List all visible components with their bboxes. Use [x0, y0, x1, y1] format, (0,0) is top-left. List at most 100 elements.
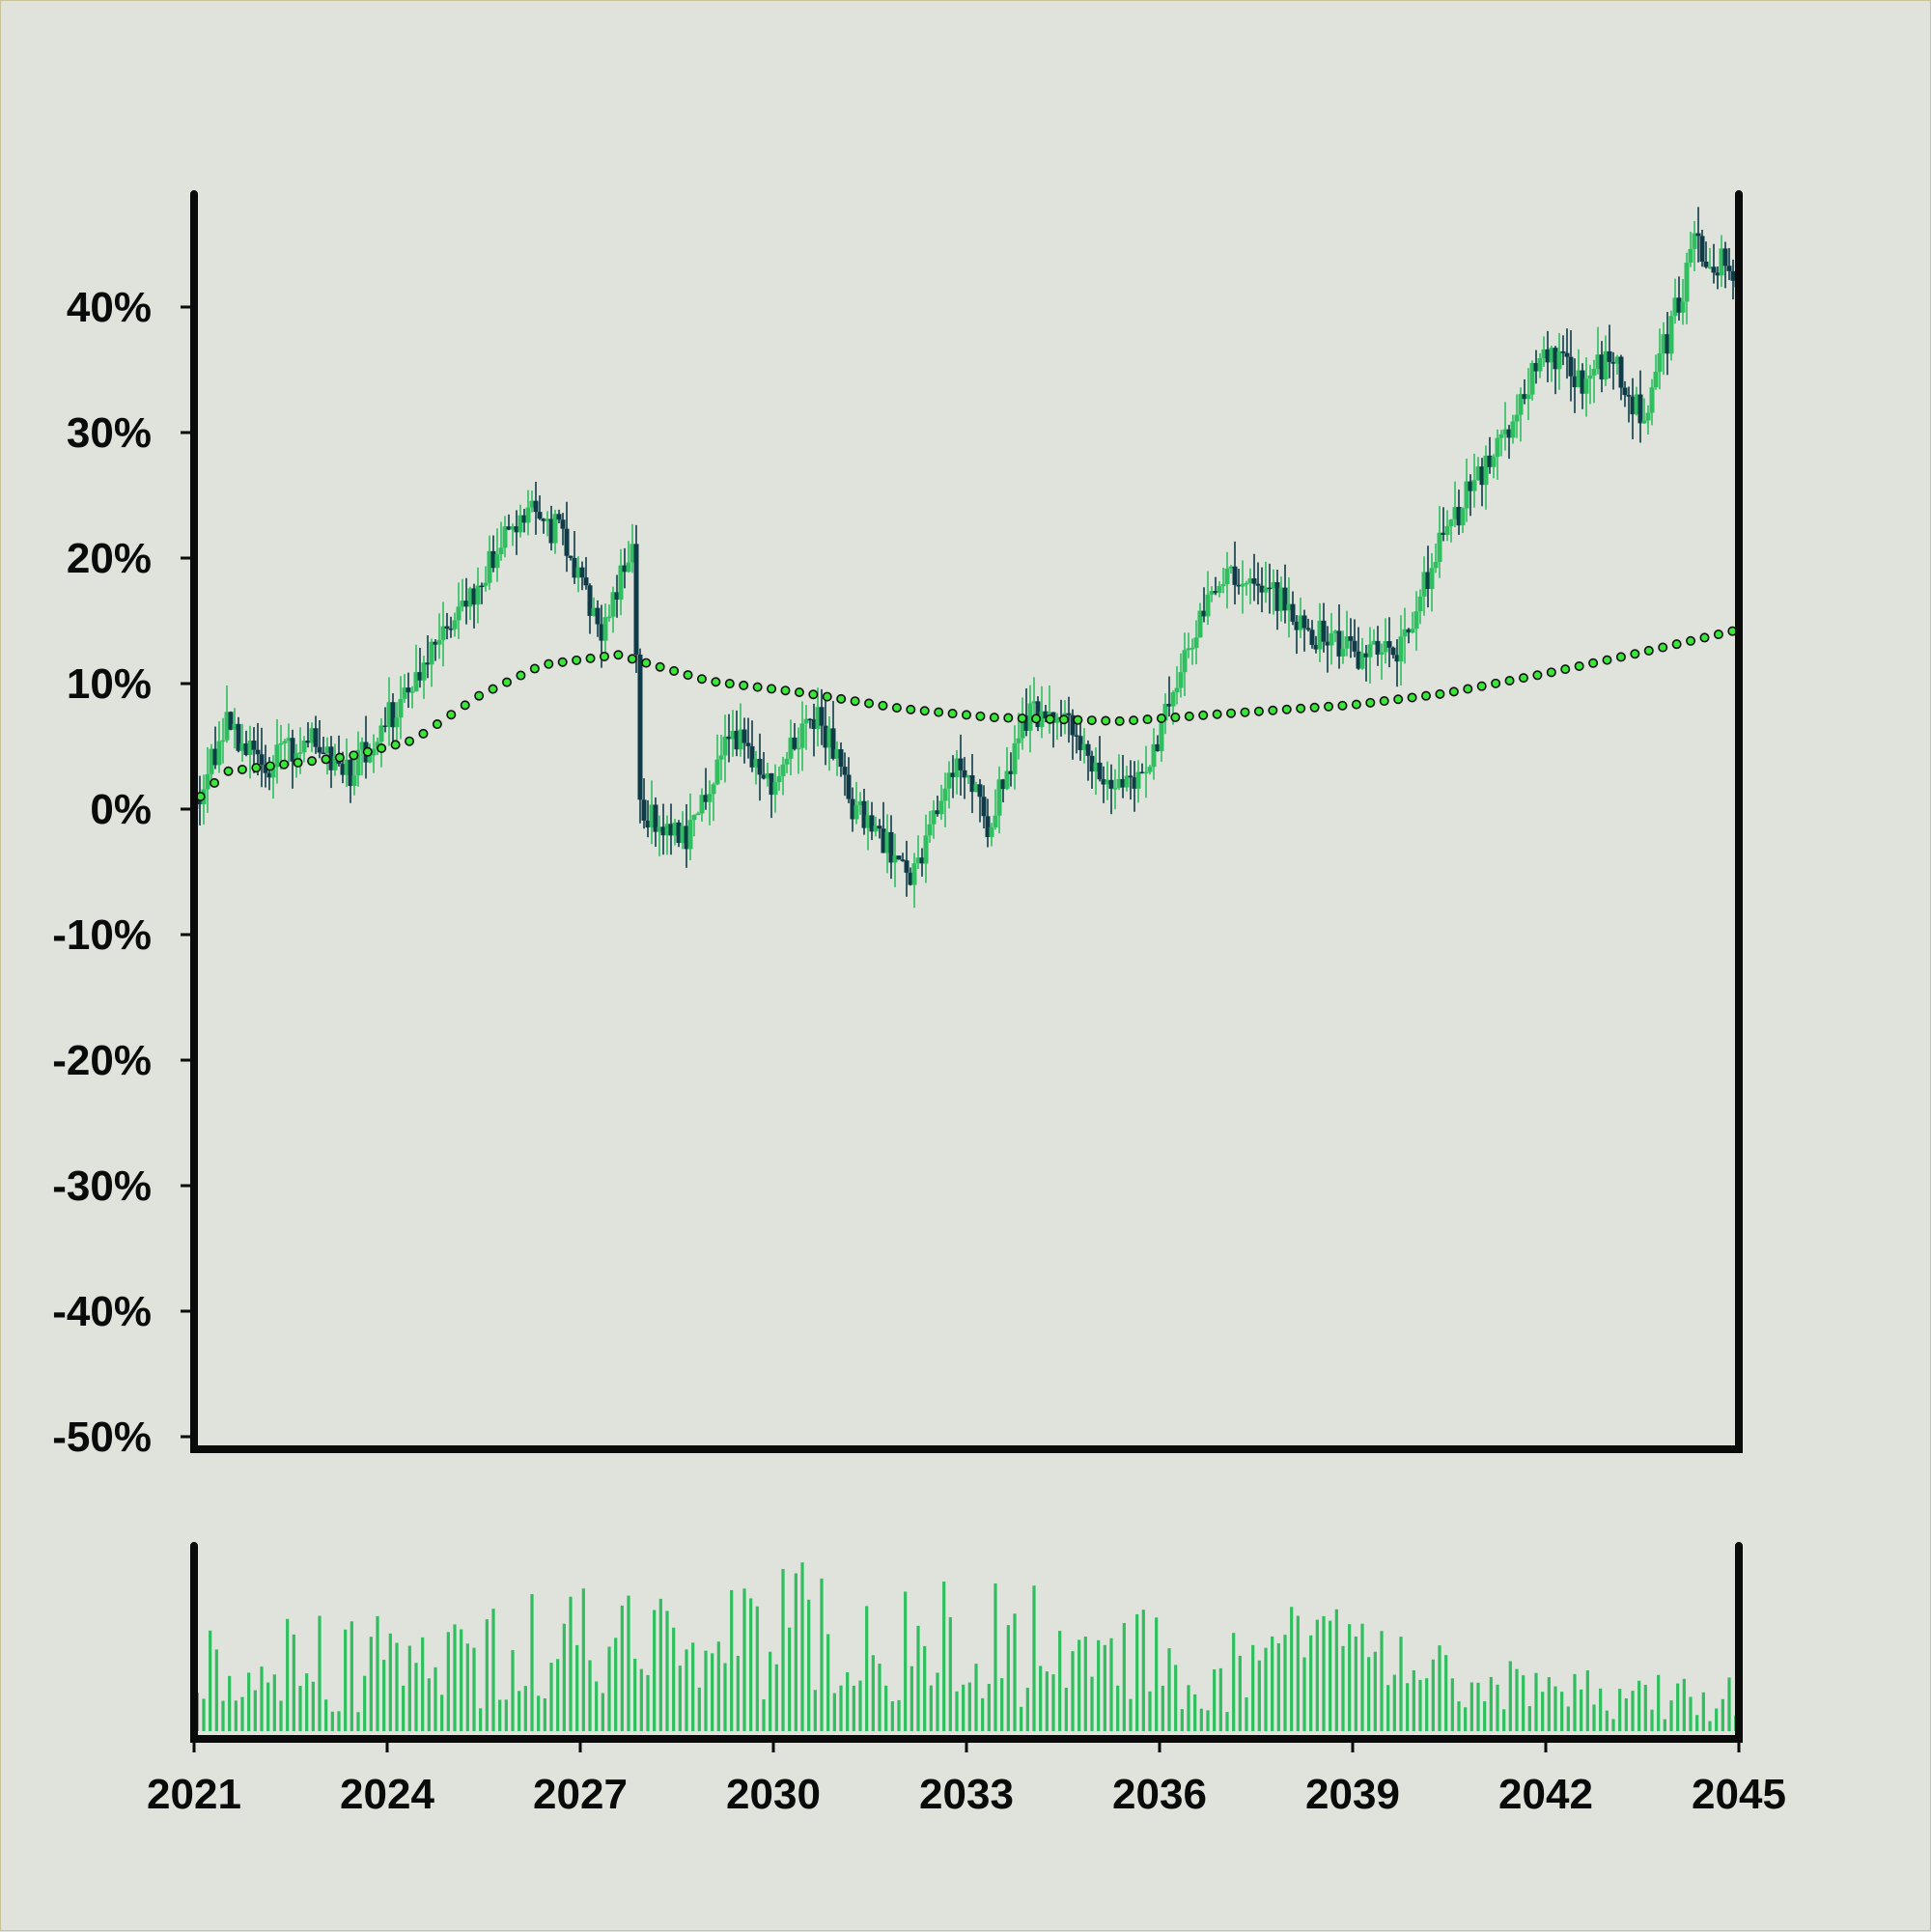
- volume-bar: [794, 1573, 798, 1731]
- volume-bar: [742, 1588, 746, 1731]
- volume-bar: [1669, 1700, 1673, 1731]
- candle-body: [301, 741, 307, 753]
- volume-bar: [1418, 1679, 1422, 1731]
- candle-body: [498, 547, 504, 555]
- volume-bar: [993, 1583, 997, 1731]
- candle-body: [1471, 480, 1477, 491]
- candle-body: [1170, 692, 1176, 707]
- candle-body: [321, 752, 326, 755]
- candle-body: [456, 606, 462, 621]
- candle-body: [653, 804, 658, 832]
- moving-average-point: [460, 700, 470, 711]
- candle-body: [1209, 591, 1215, 595]
- volume-bar: [388, 1633, 392, 1731]
- candle-body: [1201, 610, 1207, 617]
- candle-body: [371, 748, 377, 756]
- candle-body: [286, 738, 292, 742]
- candle-body: [753, 758, 759, 768]
- volume-bar: [1373, 1651, 1377, 1731]
- candle-body: [1000, 779, 1006, 790]
- candle-body: [908, 872, 913, 885]
- candle-body: [490, 550, 496, 569]
- volume-bar: [1643, 1685, 1647, 1731]
- volume-bar: [228, 1675, 232, 1731]
- volume-bar: [1566, 1706, 1570, 1731]
- candle-body: [618, 565, 624, 601]
- candle-body: [448, 628, 454, 630]
- candle-body: [745, 742, 751, 746]
- candle-body: [699, 795, 705, 814]
- volume-bar: [1116, 1685, 1120, 1731]
- volume-bar: [1032, 1585, 1036, 1731]
- candle-body: [1386, 641, 1392, 648]
- moving-average-point: [794, 686, 804, 697]
- volume-bar: [813, 1690, 817, 1731]
- volume-bar: [1103, 1644, 1106, 1731]
- candle-body: [575, 567, 581, 578]
- moving-average-series: [195, 626, 1738, 801]
- volume-bar: [537, 1695, 541, 1731]
- candle-body: [1556, 350, 1562, 370]
- candle-body: [1390, 647, 1396, 656]
- candle-body: [409, 691, 415, 693]
- volume-bar: [1618, 1689, 1622, 1731]
- moving-average-point: [1129, 715, 1139, 726]
- candle-body: [548, 518, 554, 544]
- moving-average-point: [934, 707, 944, 717]
- candle-body: [707, 794, 713, 802]
- candle-body: [776, 775, 782, 783]
- candle-body: [1162, 703, 1168, 721]
- candle-body: [471, 588, 477, 605]
- y-tick-label: -10%: [52, 911, 152, 959]
- candle-body: [1132, 777, 1137, 789]
- candle-body: [1043, 711, 1049, 719]
- moving-average-point: [1184, 711, 1194, 721]
- candle-body: [270, 767, 276, 778]
- volume-bar: [1276, 1642, 1280, 1731]
- candle-body: [819, 707, 825, 726]
- volume-bar: [344, 1629, 348, 1731]
- candle-body: [1340, 648, 1346, 657]
- candle-body: [877, 826, 882, 829]
- volume-bar: [260, 1666, 264, 1731]
- volume-bar: [1547, 1677, 1551, 1731]
- candle-body: [765, 772, 770, 779]
- candle-body: [587, 585, 593, 616]
- volume-bar: [523, 1686, 527, 1731]
- volume-bar: [646, 1674, 650, 1731]
- candle-body: [892, 855, 898, 863]
- candle-body: [1719, 248, 1724, 276]
- volume-bar: [897, 1699, 901, 1731]
- moving-average-point: [1491, 678, 1501, 688]
- candle-body: [1004, 770, 1010, 790]
- moving-average-point: [739, 680, 749, 690]
- candle-body: [1421, 572, 1427, 597]
- candle-body: [328, 746, 334, 770]
- candle-body: [630, 544, 635, 563]
- candle-body: [888, 831, 894, 863]
- candle-body: [413, 672, 419, 692]
- moving-average-point: [767, 684, 777, 694]
- volume-bar: [272, 1674, 276, 1731]
- moving-average-point: [1351, 699, 1361, 710]
- candle-body: [857, 800, 863, 806]
- moving-average-point: [1198, 710, 1209, 720]
- candle-body: [761, 774, 767, 779]
- candle-body: [838, 749, 844, 768]
- candle-body: [672, 822, 678, 836]
- volume-bar: [1238, 1655, 1242, 1731]
- volume-bar: [1045, 1671, 1049, 1731]
- volume-bar: [755, 1606, 759, 1731]
- candle-body: [1591, 369, 1597, 376]
- candle-body: [1603, 350, 1609, 379]
- moving-average-point: [891, 703, 902, 714]
- candle-body: [981, 797, 987, 817]
- volume-bar: [774, 1664, 778, 1731]
- candle-body: [1039, 711, 1045, 728]
- candle-body: [1016, 738, 1021, 743]
- candle-body: [1054, 716, 1060, 723]
- candle-body: [1228, 566, 1234, 569]
- candle-body: [884, 831, 890, 854]
- candle-body: [606, 616, 612, 619]
- candle-body: [1464, 481, 1469, 509]
